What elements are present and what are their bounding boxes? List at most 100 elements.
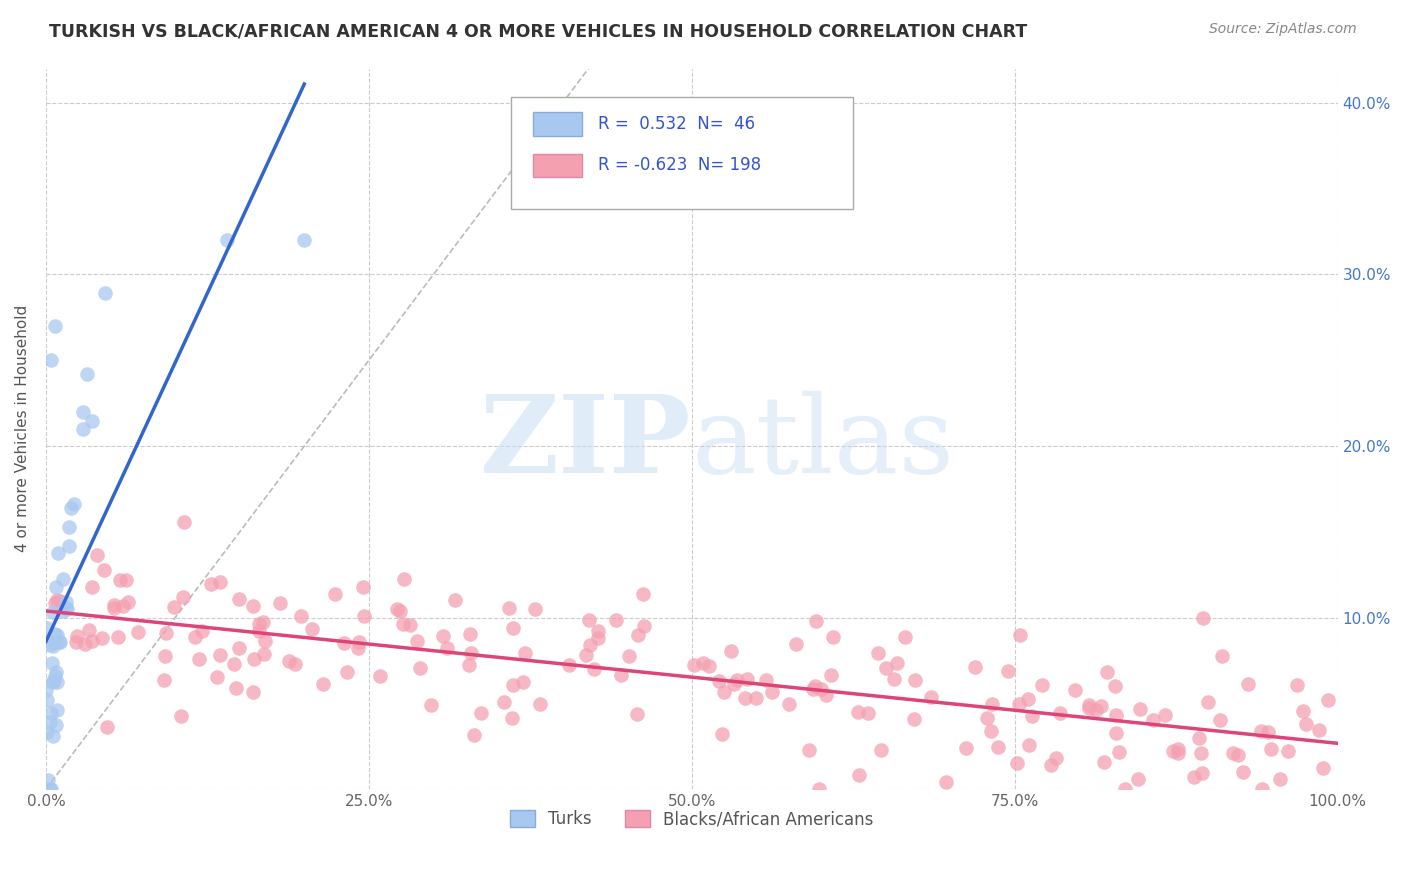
Point xyxy=(46,702,69,716)
Point xyxy=(883,672,905,686)
Point xyxy=(42,605,65,619)
Point xyxy=(436,640,458,655)
Point xyxy=(117,595,139,609)
Point xyxy=(457,657,479,672)
Point xyxy=(45,665,67,680)
Point xyxy=(45,580,67,594)
Point xyxy=(1250,723,1272,738)
Point xyxy=(170,708,193,723)
Point xyxy=(797,743,820,757)
Point xyxy=(58,539,80,553)
Point xyxy=(290,609,312,624)
Point xyxy=(713,685,735,699)
Point xyxy=(801,681,824,696)
Text: ZIP: ZIP xyxy=(481,391,692,496)
Point xyxy=(804,615,827,629)
Point xyxy=(575,648,598,662)
Point xyxy=(1008,627,1031,641)
Point xyxy=(502,678,524,692)
Point xyxy=(247,617,270,632)
Point xyxy=(55,595,77,609)
Point xyxy=(1104,679,1126,693)
Point xyxy=(1268,772,1291,786)
Point xyxy=(976,711,998,725)
Point xyxy=(352,580,374,594)
Point xyxy=(45,628,67,642)
Text: atlas: atlas xyxy=(692,391,955,496)
Point xyxy=(1222,746,1244,760)
Point xyxy=(228,641,250,656)
Point xyxy=(253,647,276,661)
Point xyxy=(153,648,176,663)
Point xyxy=(58,520,80,534)
Text: Source: ZipAtlas.com: Source: ZipAtlas.com xyxy=(1209,22,1357,37)
Point xyxy=(44,597,66,611)
Point xyxy=(903,712,925,726)
Point xyxy=(242,685,264,699)
Point xyxy=(875,660,897,674)
Point xyxy=(626,706,648,721)
Point xyxy=(1308,723,1330,738)
Point xyxy=(1187,731,1209,746)
Point xyxy=(1257,725,1279,739)
Point xyxy=(1039,758,1062,772)
Point xyxy=(111,599,134,613)
Point xyxy=(1260,741,1282,756)
Point xyxy=(523,602,546,616)
Point xyxy=(444,593,467,607)
Point xyxy=(225,681,247,696)
Point xyxy=(1209,713,1232,727)
FancyBboxPatch shape xyxy=(510,97,853,209)
Point xyxy=(72,405,94,419)
Point xyxy=(86,548,108,562)
Point xyxy=(127,625,149,640)
Point xyxy=(347,635,370,649)
Point xyxy=(301,622,323,636)
Point xyxy=(502,621,524,635)
Point xyxy=(96,720,118,734)
Point xyxy=(45,717,67,731)
Point xyxy=(65,634,87,648)
Point xyxy=(347,640,370,655)
Point xyxy=(707,674,730,689)
Point xyxy=(529,697,551,711)
Point xyxy=(419,698,441,712)
Point xyxy=(42,729,65,743)
Point xyxy=(725,673,748,687)
Point xyxy=(44,635,66,649)
Point xyxy=(683,658,706,673)
Point xyxy=(1142,713,1164,727)
Point xyxy=(1167,746,1189,760)
Point xyxy=(1045,751,1067,765)
Point xyxy=(44,627,66,641)
Point xyxy=(1114,782,1136,797)
Point xyxy=(1237,677,1260,691)
Point xyxy=(935,775,957,789)
Point xyxy=(332,635,354,649)
Point xyxy=(458,627,481,641)
Bar xyxy=(533,112,582,136)
Point xyxy=(460,646,482,660)
Point xyxy=(79,623,101,637)
Point xyxy=(39,782,62,797)
Point xyxy=(200,576,222,591)
Point xyxy=(39,715,62,730)
Point xyxy=(1129,702,1152,716)
Point xyxy=(42,673,65,688)
Point xyxy=(1018,738,1040,752)
Bar xyxy=(533,153,582,177)
Point xyxy=(1167,741,1189,756)
Point xyxy=(1295,717,1317,731)
Point xyxy=(1090,698,1112,713)
Point xyxy=(392,572,415,586)
Point xyxy=(558,658,581,673)
Point xyxy=(955,741,977,756)
Point xyxy=(46,546,69,560)
Point xyxy=(1191,765,1213,780)
Point xyxy=(1161,744,1184,758)
Point xyxy=(253,633,276,648)
Legend: Turks, Blacks/African Americans: Turks, Blacks/African Americans xyxy=(503,804,880,835)
Point xyxy=(153,673,176,687)
Point xyxy=(41,656,63,670)
Point xyxy=(866,646,889,660)
